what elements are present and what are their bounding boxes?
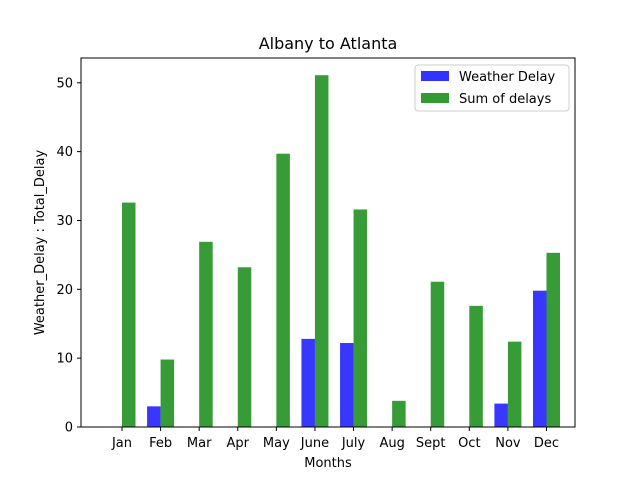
y-axis-ticks: 0 10 20 30 40 50 — [56, 76, 81, 436]
y-axis-label: Weather_Delay : Total_Delay — [33, 150, 48, 336]
y-tick-label: 40 — [56, 145, 73, 160]
y-tick-label: 20 — [56, 283, 73, 298]
bar-sum-of-delays-june — [314, 75, 329, 428]
bars-group — [122, 75, 560, 428]
plot-frame — [80, 57, 576, 428]
bar-weather-delay-nov — [494, 403, 508, 427]
x-tick-label: Aug — [379, 436, 404, 451]
x-axis-ticks: Jan Feb Mar Apr May June July Aug Sept Oct Nov Dec — [111, 427, 559, 451]
legend: Weather Delay Sum of delays — [414, 64, 570, 112]
x-tick-label: Nov — [495, 436, 521, 451]
y-tick-label: 30 — [56, 214, 73, 229]
y-tick-label: 50 — [56, 76, 73, 91]
bar-sum-of-delays-aug — [392, 400, 406, 427]
bar-sum-of-delays-apr — [237, 267, 252, 427]
x-tick-label: Feb — [149, 436, 172, 451]
bar-weather-delay-dec — [533, 290, 547, 427]
legend-box — [414, 64, 570, 112]
x-axis-label: Months — [304, 456, 352, 471]
bar-weather-delay-june — [301, 338, 315, 427]
legend-swatch — [421, 71, 449, 81]
bar-sum-of-delays-sept — [430, 281, 445, 427]
x-tick-label: Jan — [111, 436, 132, 451]
bar-sum-of-delays-oct — [469, 305, 483, 427]
legend-label: Weather Delay — [459, 70, 555, 85]
y-tick-label: 10 — [56, 352, 73, 367]
legend-label: Sum of delays — [459, 92, 551, 107]
bar-sum-of-delays-dec — [546, 252, 560, 427]
x-tick-label: Sept — [416, 436, 446, 451]
x-tick-label: Oct — [458, 436, 480, 451]
x-tick-label: Mar — [187, 436, 212, 451]
x-tick-label: May — [263, 436, 290, 451]
bar-weather-delay-july — [340, 343, 354, 427]
bar-sum-of-delays-july — [353, 209, 368, 427]
bar-sum-of-delays-mar — [199, 241, 213, 427]
bar-sum-of-delays-nov — [507, 341, 522, 427]
x-tick-label: July — [341, 436, 366, 451]
legend-swatch — [421, 93, 449, 103]
x-tick-label: Dec — [534, 436, 559, 451]
chart-title: Albany to Atlanta — [259, 34, 398, 53]
x-tick-label: Apr — [227, 436, 250, 451]
bar-weather-delay-feb — [147, 406, 161, 427]
bar-sum-of-delays-feb — [160, 359, 175, 427]
bar-sum-of-delays-may — [276, 153, 290, 427]
bar-sum-of-delays-jan — [122, 202, 136, 427]
x-tick-label: June — [300, 436, 329, 451]
y-tick-label: 0 — [65, 421, 73, 436]
